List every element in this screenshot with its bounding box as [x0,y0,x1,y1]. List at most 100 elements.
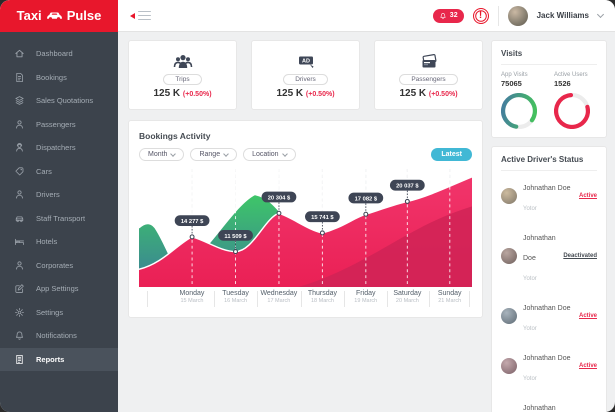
driver-name: Johnathan Doe [523,355,571,362]
app-visits-donut [501,93,537,129]
location-filter-dropdown[interactable]: Location [243,148,296,161]
stat-delta: (+0.50%) [182,91,212,98]
stat-delta: (+0.50%) [428,91,458,98]
axis-label: Wednesday 17 March [260,290,298,304]
app-logo[interactable]: Taxi Pulse [0,0,118,32]
sidebar-item-app-settings[interactable]: App Settings [0,277,118,301]
stat-label-passengers: Passengers [399,74,458,85]
sidebar-item-sales-quotations[interactable]: Sales Quotations [0,89,118,113]
svg-text:20 304 $: 20 304 $ [268,195,291,201]
svg-text:14 277 $: 14 277 $ [181,219,204,225]
active-users-metric: Active Users 1526 [554,72,597,129]
drivers-title: Active Driver's Status [501,155,597,171]
notifications-button[interactable]: 32 [432,8,464,23]
stats-row: Trips 125 K (+0.50%) AD Drivers 125 K (+… [128,40,483,110]
svg-text:11 509 $: 11 509 $ [224,234,247,240]
axis-label: Tuesday 16 March [222,290,249,304]
driver-status[interactable]: Active [578,363,597,369]
edit-square-icon [14,283,25,294]
sidebar-item-staff-transport[interactable]: Staff Transport [0,207,118,231]
document-icon [14,72,25,83]
car-icon [46,12,62,21]
sidebar-item-dispatchers[interactable]: Dispatchers [0,136,118,160]
sidebar-item-hotels[interactable]: Hotels [0,230,118,254]
range-filter-dropdown[interactable]: Range [190,148,238,161]
user-avatar[interactable] [507,5,528,26]
bed-icon [14,236,25,247]
sidebar-item-dashboard[interactable]: Dashboard [0,42,118,66]
headset-person-icon [14,142,25,153]
svg-text:15 741 $: 15 741 $ [311,215,334,221]
alert-button[interactable]: ! [472,7,489,24]
driver-avatar [501,248,517,264]
driver-row[interactable]: Johnathan Doe Yotor Deactivated [501,221,597,291]
stat-delta: (+0.50%) [305,91,335,98]
chevron-down-icon [170,150,177,157]
chart-filters: Month Range Location Latest [139,148,472,161]
driver-status[interactable]: Deactivated [563,253,597,259]
driver-status[interactable]: Active [578,193,597,199]
driver-row[interactable]: Johnathan Doe Yotor Active [501,291,597,341]
tag-icon [14,166,25,177]
driver-name: Johnathan Doe [523,235,556,262]
area-chart: 14 277 $ 11 509 $ 20 304 $ 15 741 $ 17 0… [139,167,472,287]
top-header: Taxi Pulse 32 ! Jack Williams [0,0,615,32]
driver-row[interactable]: Johnathan Doe Yotor Active [501,341,597,391]
stat-card-trips: Trips 125 K (+0.50%) [128,40,237,110]
driver-company: Yotor [523,376,537,382]
sidebar-item-corporates[interactable]: Corporates [0,254,118,278]
layers-icon [14,95,25,106]
sidebar-item-cars[interactable]: Cars [0,160,118,184]
sidebar-item-bookings[interactable]: Bookings [0,66,118,90]
axis-label: Sunday 21 March [437,290,462,304]
driver-company: Yotor [523,276,537,282]
bell-icon [439,12,447,20]
axis-label: Thursday 18 March [307,290,338,304]
sidebar-toggle-button[interactable] [130,10,151,21]
car-icon [14,213,25,224]
sidebar-item-drivers[interactable]: Drivers [0,183,118,207]
sidebar-nav: Dashboard Bookings Sales Quotations Pass… [0,32,118,412]
svg-text:AD: AD [302,58,310,64]
ad-badge-icon: AD [294,51,318,71]
stat-label-drivers: Drivers [283,74,328,85]
month-filter-dropdown[interactable]: Month [139,148,185,161]
chevron-down-icon[interactable] [596,10,605,18]
stat-card-drivers: AD Drivers 125 K (+0.50%) [251,40,360,110]
gear-icon [14,307,25,318]
person-icon [14,189,25,200]
notification-count: 32 [449,12,458,19]
sidebar-item-passengers[interactable]: Passengers [0,113,118,137]
header-divider [497,5,499,26]
house-icon [14,48,25,59]
data-point-labels: 14 277 $ 11 509 $ 20 304 $ 15 741 $ 17 0… [174,179,425,255]
collapse-arrow-icon [130,12,135,19]
stat-value: 125 K [153,88,181,99]
bookings-activity-card: Bookings Activity Month Range Location L… [128,120,483,318]
stat-value: 125 K [276,88,304,99]
chart-title: Bookings Activity [139,131,211,141]
sidebar-item-notifications[interactable]: Notifications [0,324,118,348]
driver-status[interactable]: Active [578,313,597,319]
main-content: Trips 125 K (+0.50%) AD Drivers 125 K (+… [118,32,615,412]
chevron-down-icon [223,150,229,157]
app-visits-metric: App Visits 75065 [501,72,544,129]
driver-company: Yotor [523,326,537,332]
person-icon [14,119,25,130]
user-name: Jack Williams [536,11,589,20]
stat-card-passengers: Passengers 125 K (+0.50%) [374,40,483,110]
driver-row[interactable]: Johnathan Doe Yotor Active [501,171,597,221]
active-drivers-card: Active Driver's Status Johnathan Doe Yoto… [491,146,607,412]
dark-pink-area [298,206,472,287]
sidebar-item-settings[interactable]: Settings [0,301,118,325]
logo-text-taxi: Taxi [16,8,42,23]
chevron-down-icon [281,150,288,157]
driver-company: Yotor [523,206,537,212]
latest-button[interactable]: Latest [431,148,472,161]
logo-text-pulse: Pulse [66,8,102,23]
sidebar-item-reports[interactable]: Reports [0,347,118,371]
driver-name: Johnathan Doe [523,185,571,192]
bell-icon [14,330,25,341]
